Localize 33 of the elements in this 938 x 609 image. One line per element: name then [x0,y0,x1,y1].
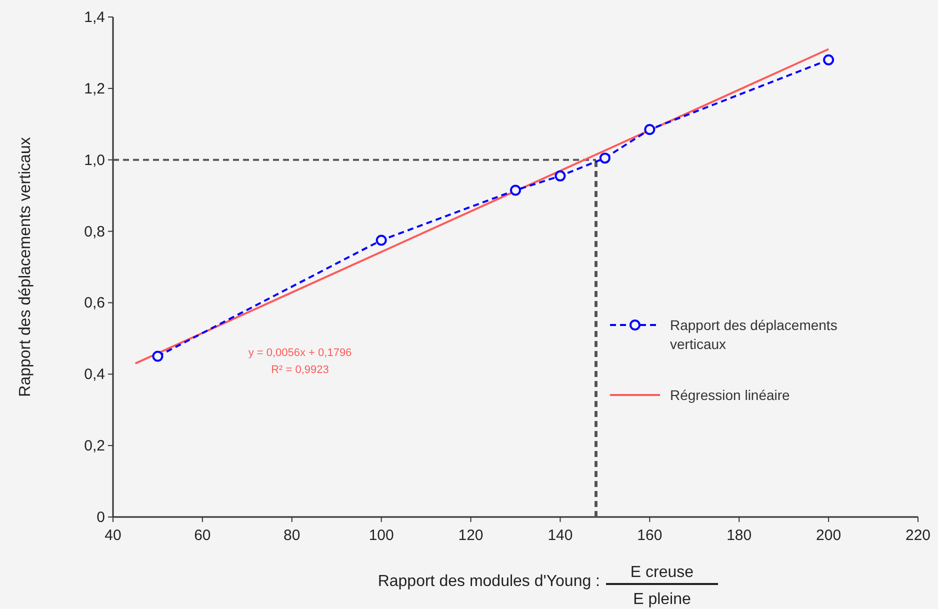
y-tick-label: 1,0 [84,152,105,169]
text: E pleine [633,591,692,608]
x-tick-label: 220 [905,527,931,544]
y-tick-label: 0,2 [84,438,105,455]
x-tick-label: 40 [104,527,122,544]
y-tick-label: 0,6 [84,294,105,312]
x-tick-label: 160 [637,527,662,544]
x-axis-title: Rapport des modules d'Young : [378,573,600,590]
point [376,234,387,246]
y-tick-label: 0,8 [84,223,105,240]
point [554,170,566,182]
legend-label: Régression linéaire [670,387,790,403]
legend-label: Rapport des déplacements verticaux [670,317,838,352]
annotation: y = 0,0056x + 0,1796 [248,347,352,359]
text: E creuse [630,564,694,581]
x-tick-label: 80 [284,527,300,544]
point [599,152,610,164]
x-tick-label: 120 [458,527,484,544]
y-axis-title: Rapport des déplacements verticaux [17,137,34,397]
y-tick-label: 1,2 [84,80,105,98]
y-tick-label: 1,4 [84,9,105,26]
point [152,350,164,362]
x-tick-label: 180 [726,527,752,544]
annotation: R² = 0,9923 [271,364,329,376]
x-tick-label: 140 [548,527,573,544]
x-tick-label: 60 [194,527,211,544]
y-tick-label: 0 [96,509,105,526]
point [644,124,656,135]
x-tick-label: 200 [816,527,842,544]
y-tick-label: 0,4 [84,366,105,384]
x-tick-label: 100 [368,527,394,544]
point [510,184,521,196]
point [823,54,834,66]
